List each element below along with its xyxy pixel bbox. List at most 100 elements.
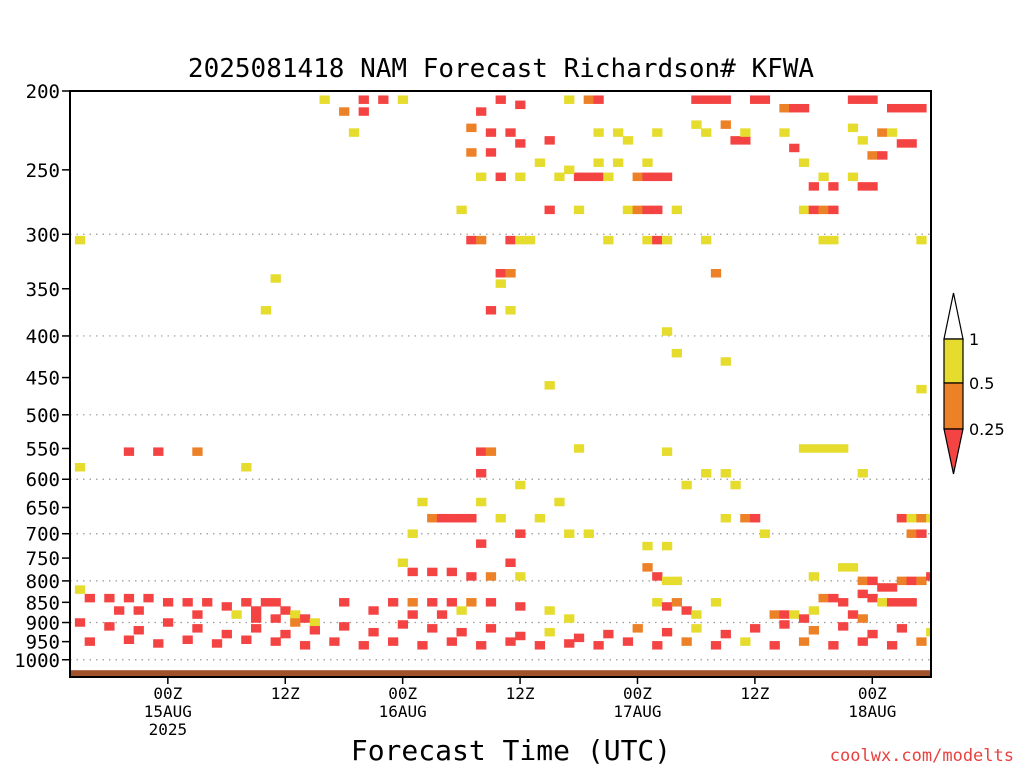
x-tick-label: 12Z (506, 684, 535, 703)
ri-cell (847, 610, 859, 619)
ri-cell (613, 128, 624, 137)
ri-cell (671, 576, 683, 586)
ri-cell (133, 626, 144, 635)
ri-cell (691, 610, 702, 619)
ri-cell (759, 95, 771, 104)
ri-cell (720, 95, 731, 104)
ri-cell (652, 235, 663, 245)
ri-cell (789, 103, 800, 113)
ri-cell (270, 598, 281, 607)
x-tick-label: 2025 (149, 720, 188, 739)
ri-cell (798, 158, 810, 167)
x-tick-label: 00Z (388, 684, 417, 703)
ri-cell (192, 624, 203, 633)
ri-cell (896, 103, 908, 113)
y-tick-label: 850 (26, 592, 60, 614)
ri-cell (838, 444, 849, 453)
ri-cell (671, 348, 683, 358)
colorbar-label: 0.25 (969, 420, 1005, 439)
ri-cell (231, 610, 242, 619)
colorbar-segment (943, 382, 964, 430)
credit-link[interactable]: coolwx.com/modelts (830, 746, 1014, 766)
ri-cell (818, 593, 829, 603)
ri-cell (485, 447, 497, 456)
ri-cell (916, 529, 927, 538)
ri-cell (652, 598, 663, 607)
ri-cell (387, 598, 399, 607)
ri-cell (515, 529, 526, 538)
y-tick-label: 1000 (14, 650, 60, 672)
ri-cell (573, 172, 585, 182)
ri-cell (505, 306, 516, 315)
ri-cell (515, 172, 526, 182)
ri-cell (838, 563, 849, 572)
ri-cell (701, 469, 712, 478)
ri-cell (123, 635, 135, 644)
ri-cell (749, 95, 761, 104)
ri-cell (456, 627, 467, 637)
ri-cell (544, 627, 555, 637)
ri-cell (926, 627, 931, 637)
ri-cell (661, 576, 673, 586)
plot-frame (69, 90, 932, 678)
ri-cell (769, 641, 780, 650)
ri-cell (916, 576, 927, 586)
ri-cell (720, 513, 731, 523)
ri-cell (681, 637, 692, 646)
ri-cell (495, 269, 506, 278)
ri-cell (661, 627, 673, 637)
ri-cell (642, 172, 653, 182)
ri-cell (368, 627, 379, 637)
ri-cell (123, 447, 135, 456)
ri-cell (446, 567, 457, 577)
ri-cell (260, 598, 272, 607)
ri-cell (358, 95, 369, 104)
ri-cell (857, 182, 868, 191)
ri-cell (857, 469, 868, 478)
ri-cell (720, 629, 731, 639)
ri-cell (789, 610, 800, 619)
ri-cell (427, 567, 438, 577)
ri-cell (740, 513, 751, 523)
ri-cell (446, 513, 457, 523)
ri-cell (916, 103, 927, 113)
ri-cell (652, 172, 663, 182)
ri-cell (740, 128, 751, 137)
ri-cell (798, 614, 810, 623)
ri-cell (916, 235, 927, 245)
ri-cell (299, 614, 311, 623)
y-tick-label: 350 (26, 279, 60, 301)
ri-cell (622, 637, 634, 646)
ri-cell (564, 95, 575, 104)
colorbar-segment (943, 428, 964, 475)
y-tick-label: 800 (26, 571, 60, 593)
ri-cell (476, 497, 487, 507)
ri-cell (290, 610, 301, 619)
ri-cell (886, 598, 898, 607)
ri-cell (896, 139, 908, 148)
ri-cell (661, 447, 673, 456)
ri-cell (466, 513, 477, 523)
ri-cell (661, 541, 673, 551)
ri-cell (417, 497, 428, 507)
ri-cell (906, 576, 917, 586)
ri-cell (544, 136, 555, 145)
ri-cell (544, 606, 555, 615)
ri-cell (554, 497, 565, 507)
ri-cell (710, 598, 722, 607)
ri-cell (329, 637, 340, 646)
ri-cell (877, 151, 888, 160)
ri-cell (397, 95, 409, 104)
ri-cell (828, 235, 839, 245)
ri-cell (779, 103, 790, 113)
ri-cell (593, 128, 604, 137)
ri-cell (387, 637, 399, 646)
ri-cell (241, 462, 252, 472)
colorbar-legend: 1 0.5 0.25 (943, 292, 1005, 475)
ri-cell (505, 637, 516, 646)
ri-cell (544, 381, 555, 390)
ri-cell (515, 602, 526, 611)
ri-cell (114, 606, 125, 615)
ri-cell (270, 637, 281, 646)
